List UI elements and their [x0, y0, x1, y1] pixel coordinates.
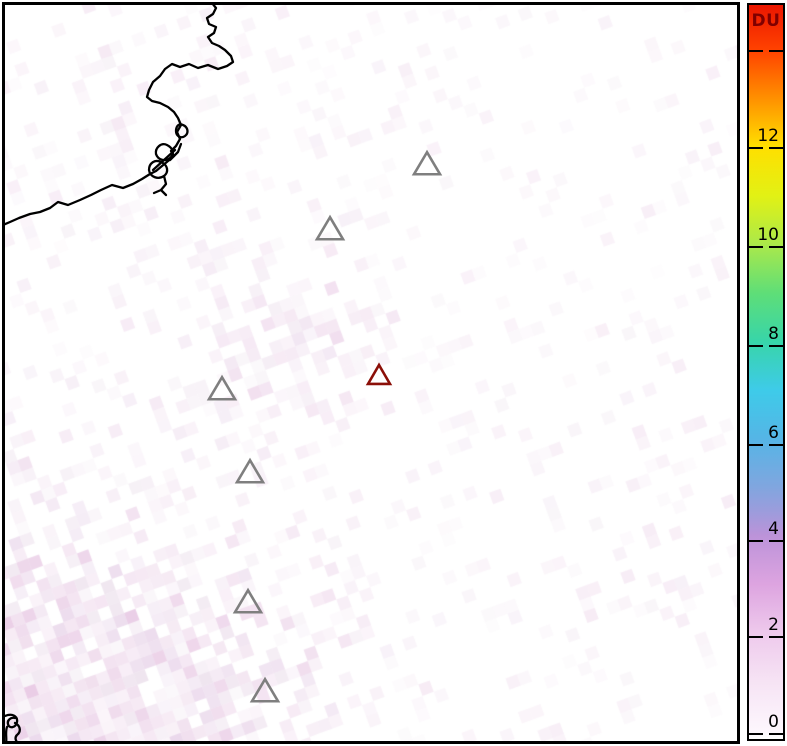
colorbar-tick-mark	[768, 733, 783, 735]
colorbar-tick-mark	[749, 636, 764, 638]
colorbar-tick-mark	[749, 444, 764, 446]
colorbar-tick-mark	[749, 246, 764, 248]
colorbar-tick-mark	[749, 733, 764, 735]
colorbar-tick-label: 12	[757, 126, 779, 146]
colorbar-tick-mark	[749, 540, 764, 542]
colorbar-tick-label: 0	[768, 712, 779, 732]
colorbar-unit-label: DU	[751, 11, 781, 31]
colorbar-tick-mark	[749, 147, 764, 149]
colorbar-tick-mark	[768, 345, 783, 347]
colorbar-tick-label: 8	[768, 324, 779, 344]
colorbar: DU 12 10 8 6 4 2 0	[747, 3, 785, 741]
colorbar-tick-mark	[768, 444, 783, 446]
colorbar-gradient	[749, 5, 783, 739]
colorbar-tick-mark	[768, 636, 783, 638]
map-panel	[2, 2, 740, 744]
colorbar-tick-label: 6	[768, 423, 779, 443]
colorbar-tick-label: 4	[768, 519, 779, 539]
colorbar-tick-mark	[749, 50, 764, 52]
colorbar-tick-mark	[768, 246, 783, 248]
colorbar-tick-mark	[749, 345, 764, 347]
colorbar-tick-mark	[768, 147, 783, 149]
so2-field-layer	[5, 5, 737, 741]
colorbar-tick-label: 10	[757, 225, 779, 245]
colorbar-tick-mark	[768, 50, 783, 52]
colorbar-tick-mark	[768, 540, 783, 542]
colorbar-tick-label: 2	[768, 615, 779, 635]
